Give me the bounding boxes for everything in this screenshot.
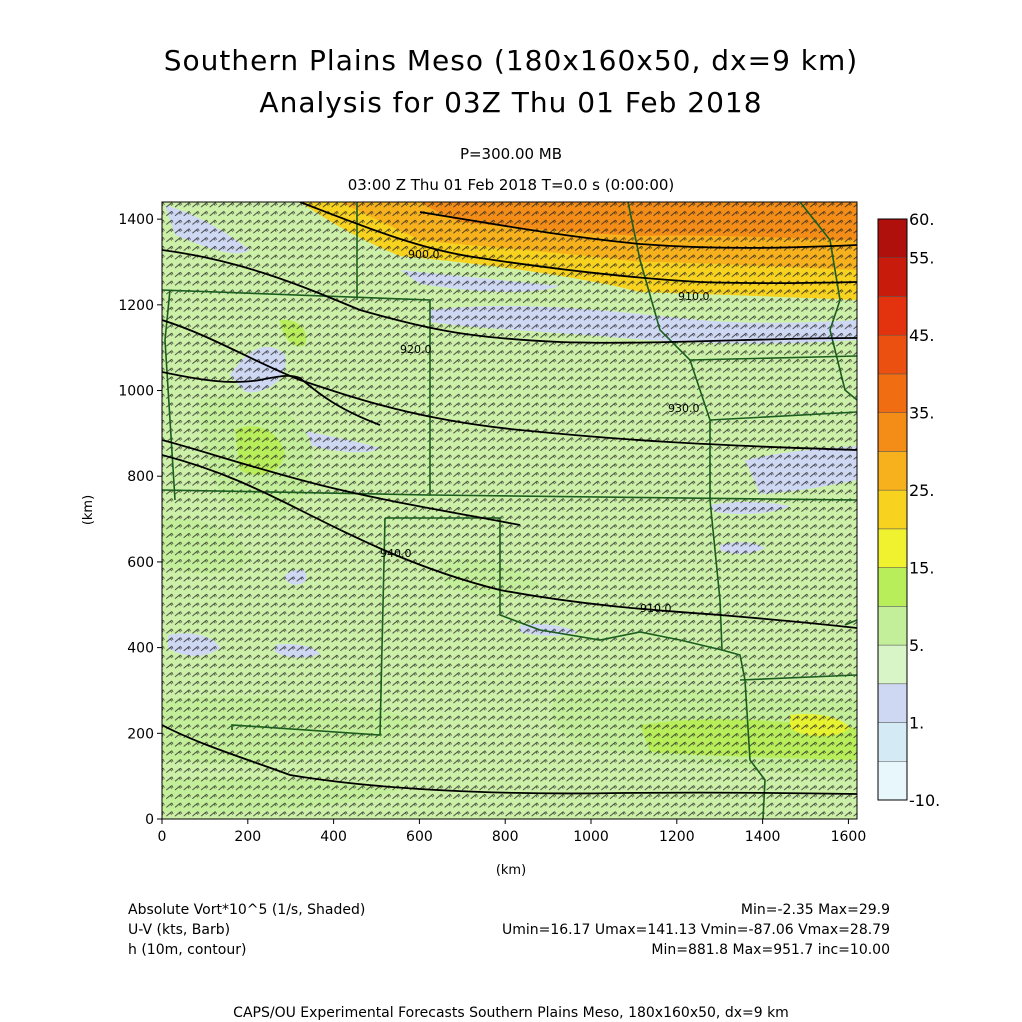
x-tick-label: 1200 xyxy=(659,829,695,845)
colorbar-label: 60. xyxy=(909,210,934,229)
chart-title-line1: Southern Plains Meso (180x160x50, dx=9 k… xyxy=(163,44,859,77)
legend-shaded-field: Absolute Vort*10^5 (1/s, Shaded) xyxy=(128,902,366,918)
contour-label: 910.0 xyxy=(678,290,710,303)
colorbar-swatch xyxy=(877,451,908,491)
x-tick-label: 1400 xyxy=(745,829,781,845)
colorbar-swatch xyxy=(877,761,908,801)
vorticity-shading xyxy=(162,202,857,819)
colorbar-swatch xyxy=(877,257,908,297)
x-axis: 0 200 400 600 800 1000 1200 1400 1600 xyxy=(158,819,867,845)
chart-title-line2: Analysis for 03Z Thu 01 Feb 2018 xyxy=(259,86,763,119)
x-tick-label: 0 xyxy=(158,829,167,845)
height-contours xyxy=(162,202,857,795)
contour-label: 930.0 xyxy=(668,402,700,415)
colorbar-label: 35. xyxy=(909,404,934,423)
y-tick-label: 1000 xyxy=(118,384,154,400)
contour-label: 940.0 xyxy=(380,547,412,560)
y-tick-label: 800 xyxy=(127,469,154,485)
colorbar-swatch xyxy=(877,644,908,685)
legend-shaded-range: Min=-2.35 Max=29.9 xyxy=(740,902,890,918)
legend-contour-field: h (10m, contour) xyxy=(128,942,247,958)
colorbar-label: 55. xyxy=(909,249,934,268)
legend-barb-range: Umin=16.17 Umax=141.13 Vmin=-87.06 Vmax=… xyxy=(501,922,890,938)
colorbar-swatch xyxy=(877,218,908,258)
colorbar-swatch xyxy=(877,606,908,646)
x-tick-label: 1600 xyxy=(831,829,867,845)
y-tick-label: 1200 xyxy=(118,298,154,314)
colorbar-swatch xyxy=(877,567,908,607)
colorbar-label: 15. xyxy=(909,559,934,578)
colorbar-label: 5. xyxy=(909,636,924,655)
colorbar-frame xyxy=(877,218,908,801)
colorbar-swatch xyxy=(877,373,908,413)
state-boundaries xyxy=(162,202,857,819)
y-tick-label: 400 xyxy=(127,641,154,657)
contour-label: 910.0 xyxy=(640,602,672,615)
colorbar-swatch xyxy=(877,722,908,762)
legend-barb-field: U-V (kts, Barb) xyxy=(128,922,231,938)
y-tick-label: 0 xyxy=(145,812,154,828)
legend-contour-range: Min=881.8 Max=951.7 inc=10.00 xyxy=(651,942,890,958)
colorbar-label: 45. xyxy=(909,326,934,345)
colorbar-swatch xyxy=(877,412,908,452)
colorbar-label: 25. xyxy=(909,481,934,500)
contour-label: 920.0 xyxy=(400,343,432,356)
pressure-level: P=300.00 MB xyxy=(459,145,563,163)
x-axis-label: (km) xyxy=(496,863,526,878)
x-tick-label: 200 xyxy=(234,829,261,845)
colorbar-label: 1. xyxy=(909,714,924,733)
colorbar-swatch xyxy=(877,296,908,336)
y-tick-label: 200 xyxy=(127,726,154,742)
x-tick-label: 800 xyxy=(492,829,519,845)
contour-labels: 900.0 910.0 920.0 930.0 940.0 910.0 xyxy=(380,248,710,615)
colorbar-swatch xyxy=(877,528,908,568)
y-tick-label: 600 xyxy=(127,555,154,571)
x-tick-label: 600 xyxy=(406,829,433,845)
colorbar-swatch xyxy=(877,334,908,375)
colorbar-swatch xyxy=(877,489,908,530)
y-tick-label: 1400 xyxy=(118,212,154,228)
y-axis-label: (km) xyxy=(81,495,96,525)
contour-label: 900.0 xyxy=(408,248,440,261)
y-axis: 0 200 400 600 800 1000 1200 1400 xyxy=(118,212,162,828)
x-tick-label: 1000 xyxy=(573,829,609,845)
x-tick-label: 400 xyxy=(320,829,347,845)
colorbar-swatch xyxy=(877,683,908,723)
footer-credit: CAPS/OU Experimental Forecasts Southern … xyxy=(233,1005,789,1021)
colorbar-label: -10. xyxy=(909,791,940,810)
plot-frame xyxy=(161,201,858,820)
valid-time: 03:00 Z Thu 01 Feb 2018 T=0.0 s (0:00:00… xyxy=(347,176,675,194)
colorbar: 60. 55. 45. 35. 25. 15. 5. 1. -10. xyxy=(877,210,940,810)
